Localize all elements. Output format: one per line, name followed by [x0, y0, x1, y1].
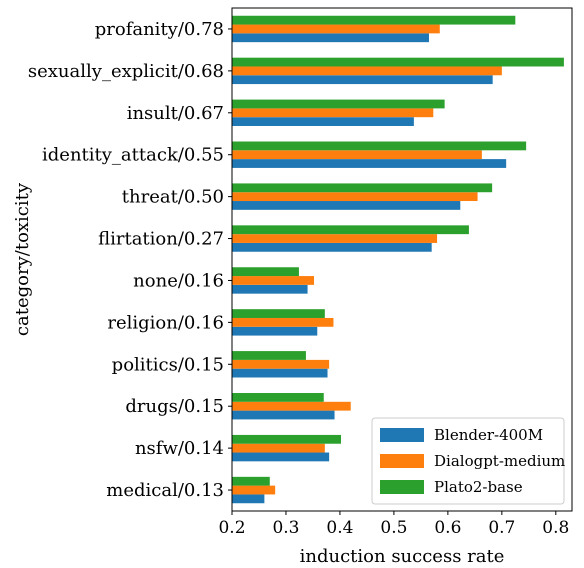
bar-nsfw-blender-400m [232, 452, 330, 462]
bar-medical-blender-400m [232, 494, 265, 504]
bars-layer [232, 15, 564, 504]
bar-threat-dialogpt-medium [232, 192, 478, 202]
axes-box [231, 7, 573, 512]
bar-profanity-blender-400m [232, 33, 429, 43]
bar-threat-plato2-base [232, 183, 493, 193]
y-axis-label: category/toxicity [12, 182, 33, 336]
plot-frame [231, 7, 573, 512]
y-category-label: medical/0.13 [106, 480, 224, 501]
bar-nsfw-dialogpt-medium [232, 443, 325, 453]
bar-medical-plato2-base [232, 476, 270, 486]
bar-identity-attack-plato2-base [232, 141, 527, 151]
y-category-label: nsfw/0.14 [135, 438, 224, 459]
bar-flirtation-dialogpt-medium [232, 234, 438, 243]
x-axis-ticks: 0.2 0.3 0.4 0.5 0.6 0.7 0.8 [218, 511, 569, 538]
y-category-label: none/0.16 [133, 270, 224, 291]
y-category-label: profanity/0.78 [95, 19, 224, 40]
bar-profanity-plato2-base [232, 15, 516, 25]
x-tick-label: 0.5 [380, 518, 407, 538]
x-axis-label: induction success rate [300, 546, 505, 567]
bar-none-plato2-base [232, 267, 299, 277]
x-tick-label: 0.6 [434, 518, 461, 538]
bar-sexually-explicit-plato2-base [232, 57, 564, 67]
bar-threat-blender-400m [232, 201, 461, 210]
y-category-label: politics/0.15 [112, 354, 224, 375]
legend-label: Blender-400M [434, 426, 543, 444]
legend-label: Dialogpt-medium [434, 452, 565, 470]
y-category-label: insult/0.67 [127, 103, 224, 124]
bar-drugs-dialogpt-medium [232, 401, 351, 411]
legend: Blender-400M Dialogpt-medium Plato2-base [371, 417, 565, 505]
bar-profanity-dialogpt-medium [232, 24, 440, 34]
bar-insult-dialogpt-medium [232, 108, 434, 118]
bar-none-dialogpt-medium [232, 276, 315, 285]
bar-none-blender-400m [232, 284, 308, 294]
bar-flirtation-plato2-base [232, 225, 469, 235]
bar-medical-dialogpt-medium [232, 485, 276, 495]
legend-swatch [380, 454, 424, 468]
bar-drugs-plato2-base [232, 393, 324, 402]
y-axis-categories: profanity/0.78 sexually_explicit/0.68insu… [28, 19, 232, 501]
legend-swatch [380, 480, 424, 494]
bar-politics-blender-400m [232, 368, 328, 378]
x-tick-label: 0.2 [218, 518, 245, 538]
bar-nsfw-plato2-base [232, 434, 342, 444]
bar-insult-blender-400m [232, 117, 414, 126]
y-category-label: sexually_explicit/0.68 [28, 61, 224, 82]
bar-sexually-explicit-dialogpt-medium [232, 66, 502, 76]
bar-identity-attack-dialogpt-medium [232, 150, 482, 160]
y-category-label: flirtation/0.27 [98, 229, 224, 250]
bar-politics-dialogpt-medium [232, 359, 330, 369]
legend-swatch [380, 428, 424, 442]
bar-flirtation-blender-400m [232, 242, 432, 252]
bar-insult-plato2-base [232, 99, 445, 109]
bar-religion-blender-400m [232, 326, 318, 336]
bar-sexually-explicit-blender-400m [232, 75, 493, 85]
x-tick-label: 0.3 [272, 518, 299, 538]
x-tick-label: 0.4 [326, 518, 353, 538]
bar-religion-plato2-base [232, 309, 325, 318]
y-category-label: religion/0.16 [107, 312, 224, 333]
bar-religion-dialogpt-medium [232, 317, 334, 327]
legend-label: Plato2-base [434, 478, 523, 496]
bar-identity-attack-blender-400m [232, 159, 507, 168]
y-category-label: drugs/0.15 [125, 396, 224, 417]
bar-drugs-blender-400m [232, 410, 335, 420]
y-category-label: threat/0.50 [122, 187, 224, 208]
x-tick-label: 0.8 [542, 518, 569, 538]
x-tick-label: 0.7 [488, 518, 515, 538]
bar-politics-plato2-base [232, 351, 306, 360]
y-category-label: identity_attack/0.55 [42, 145, 224, 166]
